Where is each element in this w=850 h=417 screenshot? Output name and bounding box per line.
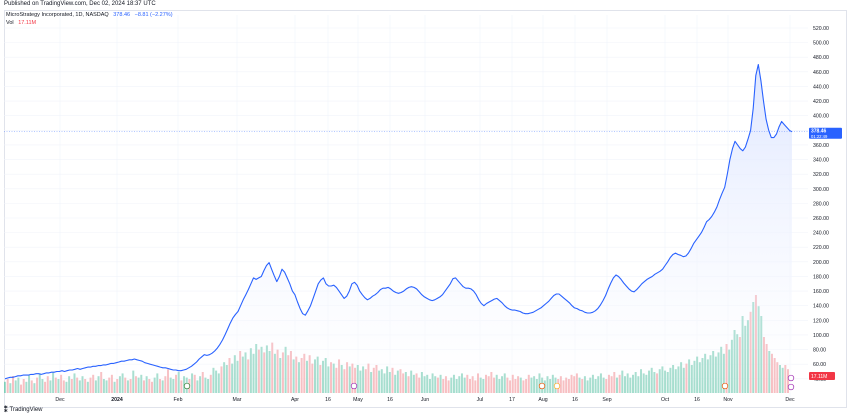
y-tick-label: 460.00 — [813, 70, 829, 76]
x-tick-label: 2024 — [111, 397, 123, 403]
x-tick-label: 16 — [572, 397, 578, 403]
x-tick-label: Dec — [55, 397, 65, 403]
y-tick-label: 60.00 — [813, 362, 826, 368]
tradingview-logo[interactable]: ⁑ TradingView — [4, 406, 43, 414]
event-marker-icon — [183, 382, 191, 390]
y-tick-label: 340.00 — [813, 158, 829, 164]
y-tick-label: 100.00 — [813, 333, 829, 339]
volume-badge — [809, 372, 835, 380]
event-marker-icon — [538, 382, 546, 390]
chart-legend: MicroStrategy Incorporated, 1D, NASDAQ 3… — [6, 12, 173, 27]
y-tick-label: 180.00 — [813, 274, 829, 280]
x-tick-label: Jul — [477, 397, 484, 403]
price-badge — [809, 127, 842, 139]
x-tick-label: May — [353, 397, 363, 403]
y-tick-label: 260.00 — [813, 216, 829, 222]
x-tick-label: Oct — [661, 397, 670, 403]
price-badge-countdown: 01:22:49 — [811, 134, 828, 139]
y-tick-label: 80.00 — [813, 348, 826, 354]
y-tick-label: 280.00 — [813, 201, 829, 207]
chart-frame[interactable] — [4, 10, 847, 408]
x-tick-label: Mar — [233, 397, 242, 403]
y-tick-label: 200.00 — [813, 260, 829, 266]
legend-volume-label[interactable]: Vol — [6, 19, 14, 26]
y-tick-label: 400.00 — [813, 114, 829, 120]
x-tick-label: Jun — [421, 397, 429, 403]
x-tick-label: 16 — [387, 397, 393, 403]
y-tick-label: 240.00 — [813, 231, 829, 237]
y-tick-label: 420.00 — [813, 99, 829, 105]
x-tick-label: Nov — [723, 397, 733, 403]
x-tick-label: 16 — [694, 397, 700, 403]
legend-symbol[interactable]: MicroStrategy Incorporated, 1D, NASDAQ — [6, 12, 109, 18]
x-tick-label: Feb — [174, 397, 183, 403]
legend-last-price: 378.46 — [113, 12, 131, 18]
tradingview-logo-icon: ⁑ — [4, 407, 8, 414]
price-line — [4, 63, 793, 380]
published-note: Published on TradingView.com, Dec 02, 20… — [4, 1, 156, 7]
legend-change: −8.81 (−2.27%) — [134, 12, 173, 18]
y-tick-label: 300.00 — [813, 187, 829, 193]
legend-volume-value: 17.11M — [18, 19, 37, 26]
y-tick-label: 120.00 — [813, 318, 829, 324]
x-tick-label: 16 — [325, 397, 331, 403]
event-marker-icon — [787, 383, 795, 391]
tradingview-brand-text: TradingView — [9, 407, 43, 413]
y-tick-label: 220.00 — [813, 245, 829, 251]
event-marker-icon — [787, 374, 795, 382]
x-tick-label: 17 — [509, 397, 515, 403]
y-tick-label: 480.00 — [813, 55, 829, 61]
y-tick-label: 320.00 — [813, 172, 829, 178]
event-marker-icon — [350, 382, 358, 390]
y-tick-label: 500.00 — [813, 41, 829, 47]
y-tick-label: 140.00 — [813, 304, 829, 310]
x-tick-label: Apr — [291, 397, 299, 403]
price-badge-value: 378.46 — [811, 129, 827, 135]
y-tick-label: 160.00 — [813, 289, 829, 295]
y-tick-label: 440.00 — [813, 84, 829, 90]
x-tick-label: Aug — [538, 397, 547, 403]
x-tick-label: Sep — [602, 397, 611, 403]
event-marker-icon — [553, 382, 561, 390]
price-area — [5, 64, 792, 393]
y-tick-label: 520.00 — [813, 26, 829, 32]
x-tick-label: Dec — [785, 397, 795, 403]
y-tick-label: 360.00 — [813, 143, 829, 149]
event-marker-icon — [721, 382, 729, 390]
volume-badge-value: 17.11M — [811, 374, 827, 380]
